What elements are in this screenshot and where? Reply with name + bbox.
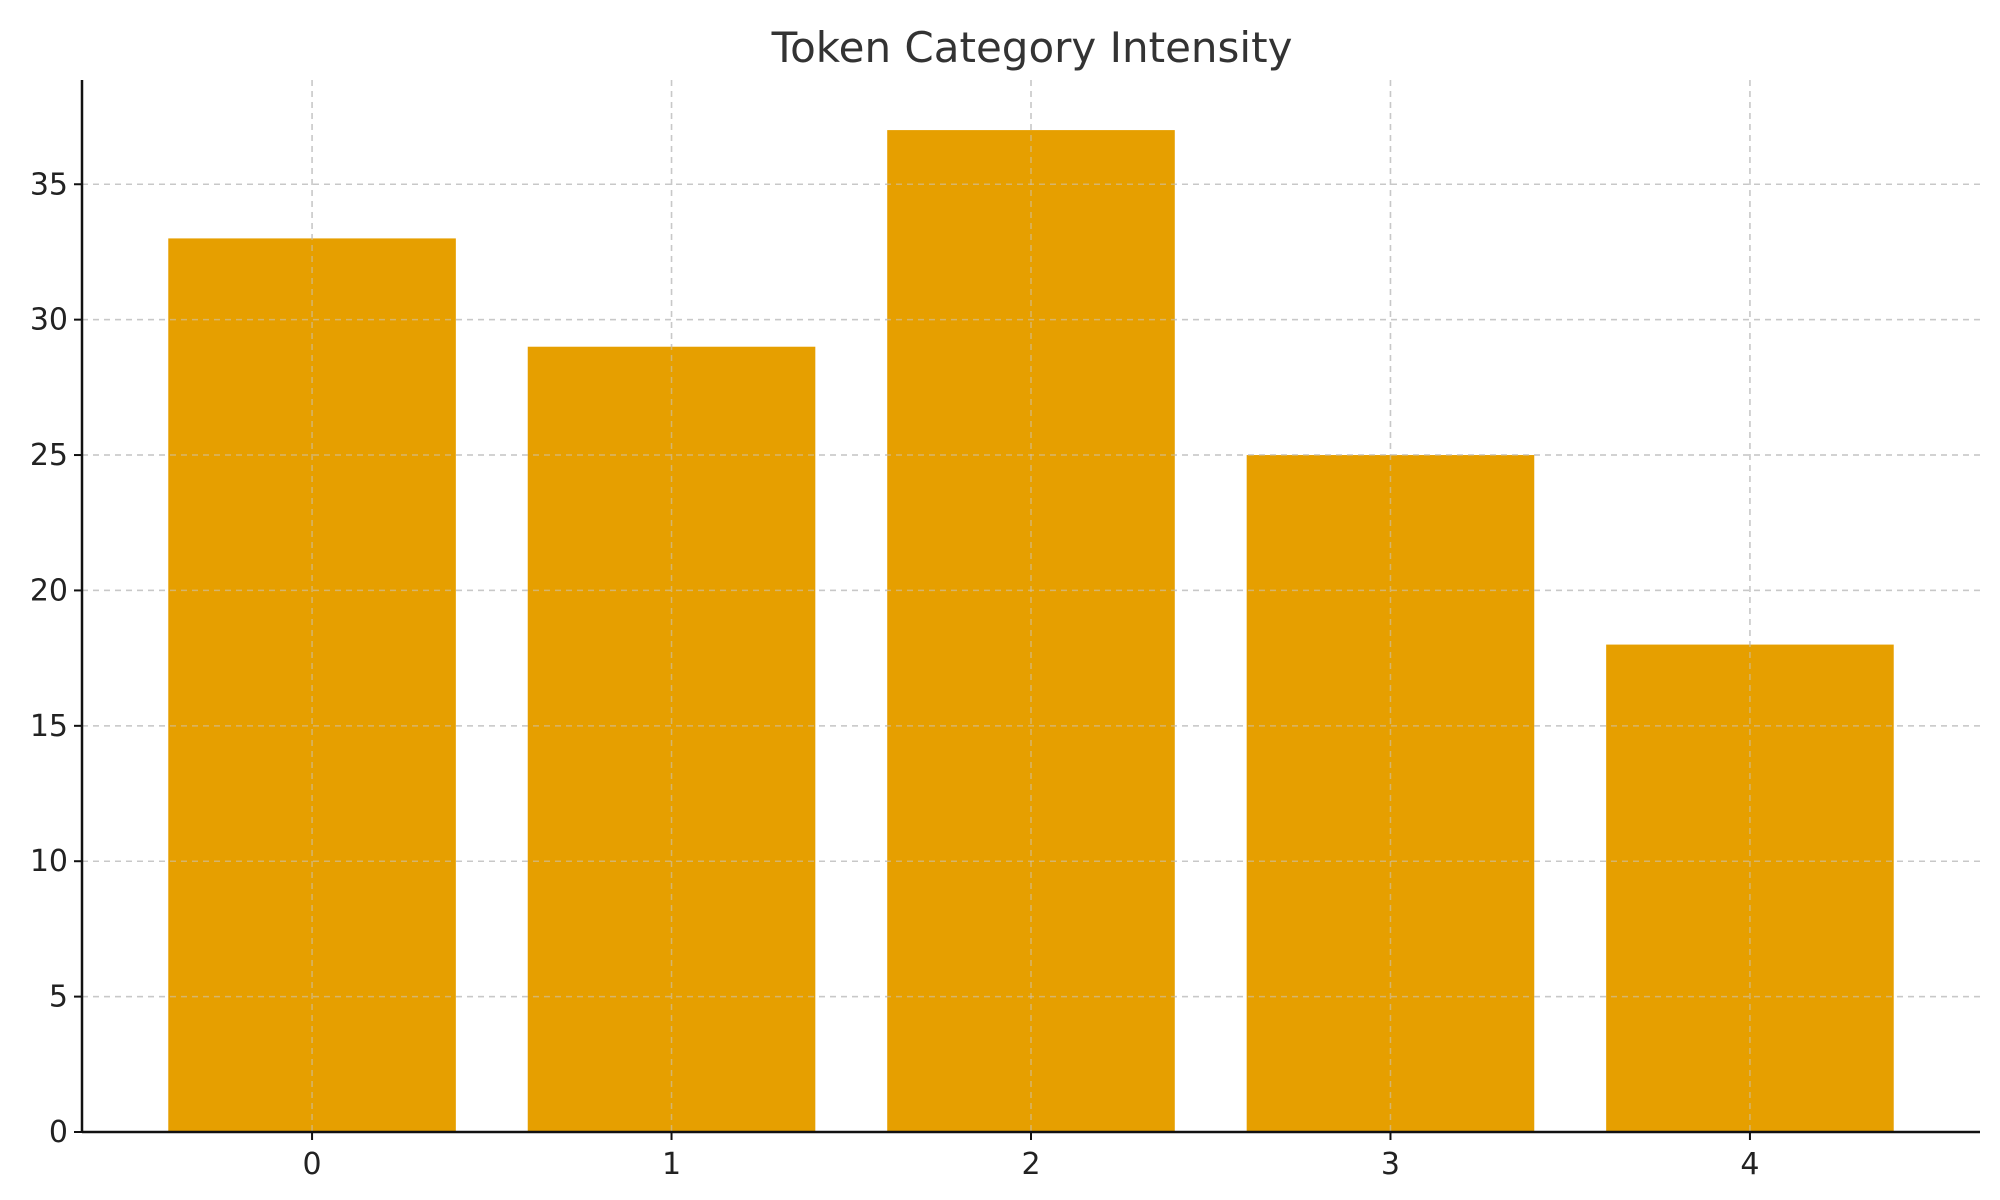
bar-1: [527, 346, 816, 1133]
y-tick-label: 15: [30, 709, 68, 744]
x-tick-label: 1: [662, 1147, 681, 1182]
y-tick-label: 5: [49, 980, 68, 1015]
y-tick-label: 35: [30, 167, 68, 202]
y-tick-label: 25: [30, 438, 68, 473]
x-tick-label: 3: [1381, 1147, 1400, 1182]
y-tick-label: 0: [49, 1115, 68, 1150]
x-tick-label: 0: [303, 1147, 322, 1182]
x-tick-label: 4: [1740, 1147, 1759, 1182]
x-tick-labels: 0 1 2 3 4: [303, 1147, 1760, 1182]
y-tick-label: 10: [30, 844, 68, 879]
bar-layer: [82, 80, 1980, 1133]
chart-title: Token Category Intensity: [771, 23, 1293, 72]
y-tick-label: 30: [30, 303, 68, 338]
y-tick-label: 20: [30, 573, 68, 608]
axis-layer: [74, 80, 1980, 1140]
y-tick-labels: 0 5 10 15 20 25 30 35: [30, 167, 68, 1150]
x-tick-label: 2: [1021, 1147, 1040, 1182]
